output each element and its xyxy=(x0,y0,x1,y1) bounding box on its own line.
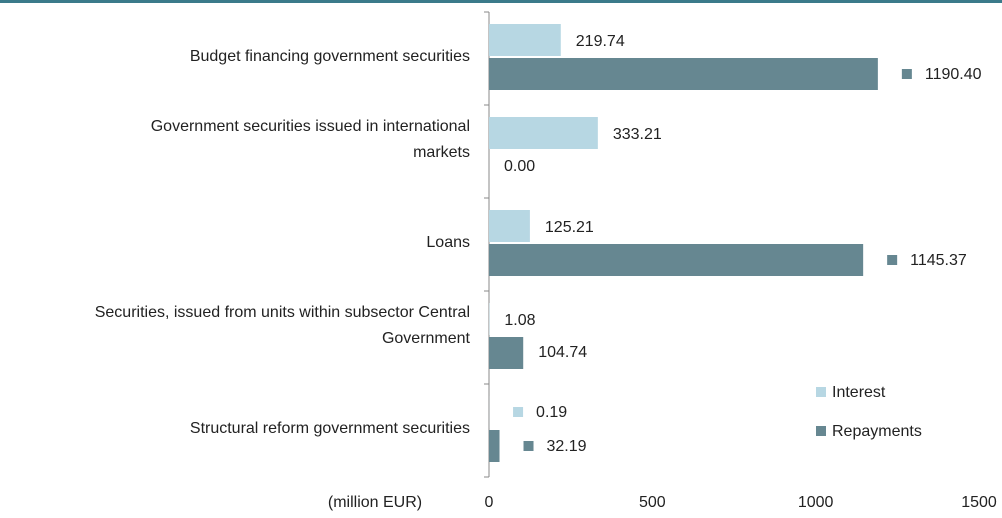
category-label: Budget financing government securities xyxy=(190,48,470,65)
bar xyxy=(489,244,864,276)
value-label: 0.00 xyxy=(504,158,535,175)
x-tick-label: 0 xyxy=(485,494,494,511)
category-label: Government securities issued in internat… xyxy=(151,118,470,161)
bar xyxy=(489,58,878,90)
value-label: 333.21 xyxy=(613,126,662,143)
bar xyxy=(489,24,561,56)
bar xyxy=(489,337,524,369)
value-label: 219.74 xyxy=(576,33,625,50)
x-axis-label: (million EUR) xyxy=(328,494,422,511)
bar xyxy=(489,117,598,149)
value-label: 125.21 xyxy=(545,219,594,236)
legend-swatch xyxy=(816,387,826,397)
value-label: 1145.37 xyxy=(910,252,967,269)
label-marker xyxy=(523,441,534,451)
legend-label: Interest xyxy=(832,384,886,401)
label-marker xyxy=(887,255,898,265)
top-rule xyxy=(0,0,1002,3)
value-label: 32.19 xyxy=(547,438,587,455)
label-marker xyxy=(513,407,524,417)
bar xyxy=(489,210,530,242)
legend-label: Repayments xyxy=(832,423,922,440)
x-tick-label: 500 xyxy=(639,494,666,511)
value-label: 1.08 xyxy=(504,312,535,329)
x-tick-label: 1500 xyxy=(961,494,997,511)
value-label: 104.74 xyxy=(538,344,587,361)
value-label: 1190.40 xyxy=(925,66,982,83)
legend-swatch xyxy=(816,426,826,436)
value-label: 0.19 xyxy=(536,404,567,421)
category-label: Structural reform government securities xyxy=(190,420,470,437)
bar xyxy=(489,430,500,462)
category-label: Securities, issued from units within sub… xyxy=(95,304,471,347)
label-marker xyxy=(901,69,912,79)
category-label: Loans xyxy=(426,234,470,251)
x-tick-label: 1000 xyxy=(798,494,834,511)
